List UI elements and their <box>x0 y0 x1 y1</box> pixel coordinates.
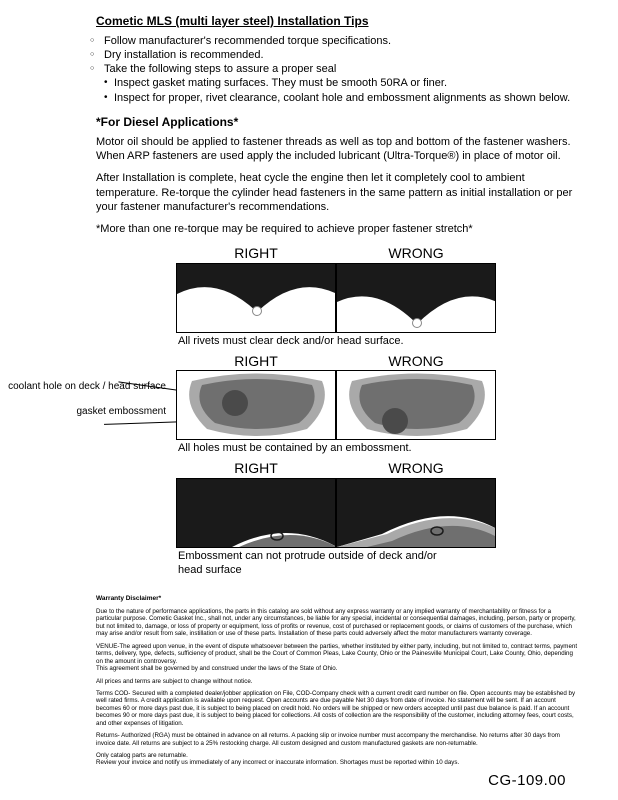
warranty-p: Returns- Authorized (RGA) must be obtain… <box>96 732 578 747</box>
caption-1: All rivets must clear deck and/or head s… <box>176 334 578 348</box>
sub-bullets: Inspect gasket mating surfaces. They mus… <box>96 76 578 105</box>
label-wrong: WRONG <box>336 459 496 477</box>
diagram-rivet-wrong <box>336 263 496 333</box>
bullet-item: Inspect gasket mating surfaces. They mus… <box>96 76 578 90</box>
caption-2: All holes must be contained by an emboss… <box>176 441 578 455</box>
bullet-item: Inspect for proper, rivet clearance, coo… <box>96 91 578 105</box>
diagram-row-2: coolant hole on deck / head surface gask… <box>176 352 578 455</box>
warranty-p: Due to the nature of performance applica… <box>96 608 578 638</box>
label-wrong: WRONG <box>336 352 496 370</box>
label-right: RIGHT <box>176 352 336 370</box>
diesel-p1: Motor oil should be applied to fastener … <box>96 135 578 164</box>
bullet-item: Dry installation is recommended. <box>96 48 578 62</box>
diagram-hole-wrong <box>336 370 496 440</box>
diagram-row-1: RIGHT WRONG All rivets must clear <box>176 244 578 347</box>
diagram-hole-right <box>176 370 336 440</box>
diagram-emboss-wrong <box>336 478 496 548</box>
warranty-p: VENUE-The agreed upon venue, in the even… <box>96 643 578 673</box>
document-number: CG-109.00 <box>488 771 566 791</box>
diagram-area: RIGHT WRONG All rivets must clear <box>176 244 578 577</box>
warranty-fineprint: Warranty Disclaimer* Due to the nature o… <box>96 595 578 767</box>
warranty-p: Terms COD- Secured with a completed deal… <box>96 690 578 727</box>
warranty-p: All prices and terms are subject to chan… <box>96 678 578 685</box>
bullet-item: Take the following steps to assure a pro… <box>96 62 578 76</box>
callout-labels: coolant hole on deck / head surface gask… <box>0 380 166 418</box>
label-wrong: WRONG <box>336 244 496 262</box>
label-right: RIGHT <box>176 459 336 477</box>
bullet-item: Follow manufacturer's recommended torque… <box>96 34 578 48</box>
callout-embossment: gasket embossment <box>0 405 166 418</box>
diesel-p2: After Installation is complete, heat cyc… <box>96 171 578 214</box>
diesel-heading: *For Diesel Applications* <box>96 115 578 131</box>
diagram-row-3: RIGHT WRONG <box>176 459 578 577</box>
diesel-p3: *More than one re-torque may be required… <box>96 222 578 236</box>
page-title: Cometic MLS (multi layer steel) Installa… <box>96 14 578 30</box>
diagram-emboss-right <box>176 478 336 548</box>
warranty-p: Only catalog parts are returnable.Review… <box>96 752 578 767</box>
caption-3: Embossment can not protrude outside of d… <box>176 549 458 578</box>
diagram-rivet-right <box>176 263 336 333</box>
main-bullets: Follow manufacturer's recommended torque… <box>96 34 578 77</box>
callout-coolant: coolant hole on deck / head surface <box>0 380 166 393</box>
warranty-head: Warranty Disclaimer* <box>96 595 578 603</box>
label-right: RIGHT <box>176 244 336 262</box>
